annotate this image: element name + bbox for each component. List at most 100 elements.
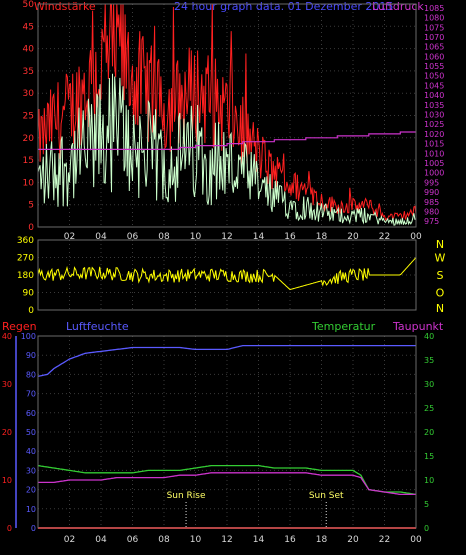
time-tick-label: 00: [410, 535, 422, 545]
rain-tick-label: 30: [2, 380, 12, 389]
time-tick-label: 12: [221, 535, 232, 545]
temperature-tick-label: 20: [424, 428, 434, 437]
time-tick-label: 14: [253, 535, 265, 545]
wind-tick-label: 10: [23, 178, 35, 188]
humidity-label: Luftfeuchte: [66, 320, 129, 333]
pressure-tick-label: 1065: [424, 43, 444, 52]
humidity-tick-label: 0: [31, 524, 36, 533]
time-tick-label: 18: [316, 232, 328, 242]
wind-tick-label: 15: [23, 156, 34, 166]
wind-tick-label: 35: [23, 67, 34, 77]
temperature-line: [37, 464, 417, 496]
wind-tick-label: 25: [23, 112, 34, 122]
wind-gust-line: [37, 3, 417, 222]
climate-panel-frame: [37, 335, 417, 529]
pressure-tick-label: 1060: [424, 52, 444, 61]
pressure-tick-label: 980: [424, 207, 439, 216]
rain-tick-label: 10: [2, 476, 12, 485]
wind-tick-label: 20: [23, 134, 35, 144]
time-tick-label: 16: [284, 535, 296, 545]
wind-label: Windstärke: [34, 0, 96, 13]
time-tick-label: 02: [64, 535, 75, 545]
chart-title: 24 hour graph data. 01 Dezember 2015: [174, 0, 393, 13]
pressure-label: Luftdruck: [372, 0, 424, 13]
pressure-tick-label: 1085: [424, 4, 444, 13]
pressure-tick-label: 1075: [424, 23, 444, 32]
humidity-line: [37, 344, 416, 377]
time-tick-label: 18: [316, 535, 328, 545]
wind-tick-label: 40: [23, 45, 35, 55]
humidity-tick-label: 90: [26, 351, 36, 360]
direction-tick-label: 270: [17, 254, 34, 264]
sun-rise-label: Sun Rise: [167, 491, 206, 501]
temperature-tick-label: 30: [424, 380, 434, 389]
pressure-tick-label: 1015: [424, 140, 444, 149]
wind-tick-label: 0: [28, 223, 34, 233]
humidity-tick-label: 70: [26, 390, 36, 399]
humidity-tick-label: 80: [26, 370, 36, 379]
pressure-line: [38, 131, 416, 150]
rain-tick-label: 40: [2, 332, 12, 341]
dewpoint-line: [38, 472, 416, 496]
rain-tick-label: 20: [2, 428, 12, 437]
rain-tick-label: 0: [7, 524, 12, 533]
pressure-tick-label: 1070: [424, 33, 444, 42]
humidity-tick-label: 60: [26, 409, 36, 418]
temperature-tick-label: 10: [424, 476, 434, 485]
pressure-tick-label: 1010: [424, 149, 444, 158]
wind-tick-label: 30: [23, 89, 35, 99]
compass-label: S: [437, 269, 444, 282]
pressure-tick-label: 1050: [424, 72, 444, 81]
wind-mean-line: [37, 73, 417, 226]
wind-tick-label: 45: [23, 22, 34, 32]
pressure-tick-label: 1055: [424, 62, 444, 71]
time-tick-label: 06: [127, 535, 139, 545]
wind-direction-line: [37, 257, 417, 291]
pressure-tick-label: 1045: [424, 81, 444, 90]
sun-set-label: Sun Set: [309, 491, 344, 501]
humidity-tick-label: 100: [21, 332, 36, 341]
time-tick-label: 22: [379, 535, 390, 545]
pressure-tick-label: 1040: [424, 91, 444, 100]
direction-panel-frame: [37, 239, 417, 311]
compass-label: N: [436, 302, 444, 315]
pressure-tick-label: 995: [424, 178, 439, 187]
direction-tick-label: 90: [23, 289, 35, 299]
temperature-tick-label: 0: [424, 524, 429, 533]
pressure-tick-label: 975: [424, 217, 439, 226]
temperature-tick-label: 15: [424, 452, 434, 461]
dewpoint-label: Taupunkt: [392, 320, 444, 333]
pressure-tick-label: 1005: [424, 159, 444, 168]
wind-panel-frame: [37, 3, 417, 228]
pressure-tick-label: 1000: [424, 169, 444, 178]
pressure-tick-label: 1080: [424, 14, 444, 23]
wind-tick-label: 50: [23, 0, 35, 10]
temperature-tick-label: 35: [424, 356, 434, 365]
direction-tick-label: 360: [17, 236, 34, 246]
temperature-tick-label: 5: [424, 500, 429, 509]
rain-label: Regen: [2, 320, 37, 333]
compass-label: O: [436, 287, 445, 300]
time-tick-label: 10: [190, 232, 202, 242]
pressure-tick-label: 1020: [424, 130, 444, 139]
time-tick-label: 20: [347, 535, 359, 545]
temperature-tick-label: 25: [424, 404, 434, 413]
time-tick-label: 10: [190, 535, 202, 545]
pressure-tick-label: 1030: [424, 111, 444, 120]
time-tick-label: 12: [221, 232, 232, 242]
time-tick-label: 04: [95, 535, 107, 545]
humidity-tick-label: 40: [26, 447, 36, 456]
time-tick-label: 04: [95, 232, 107, 242]
direction-tick-label: 0: [28, 306, 34, 316]
time-tick-label: 14: [253, 232, 265, 242]
pressure-tick-label: 990: [424, 188, 439, 197]
humidity-tick-label: 20: [26, 486, 36, 495]
time-tick-label: 16: [284, 232, 296, 242]
pressure-tick-label: 985: [424, 198, 439, 207]
pressure-tick-label: 1035: [424, 101, 444, 110]
direction-tick-label: 180: [17, 271, 34, 281]
time-tick-label: 00: [410, 232, 422, 242]
compass-label: N: [436, 238, 444, 251]
time-tick-label: 22: [379, 232, 390, 242]
